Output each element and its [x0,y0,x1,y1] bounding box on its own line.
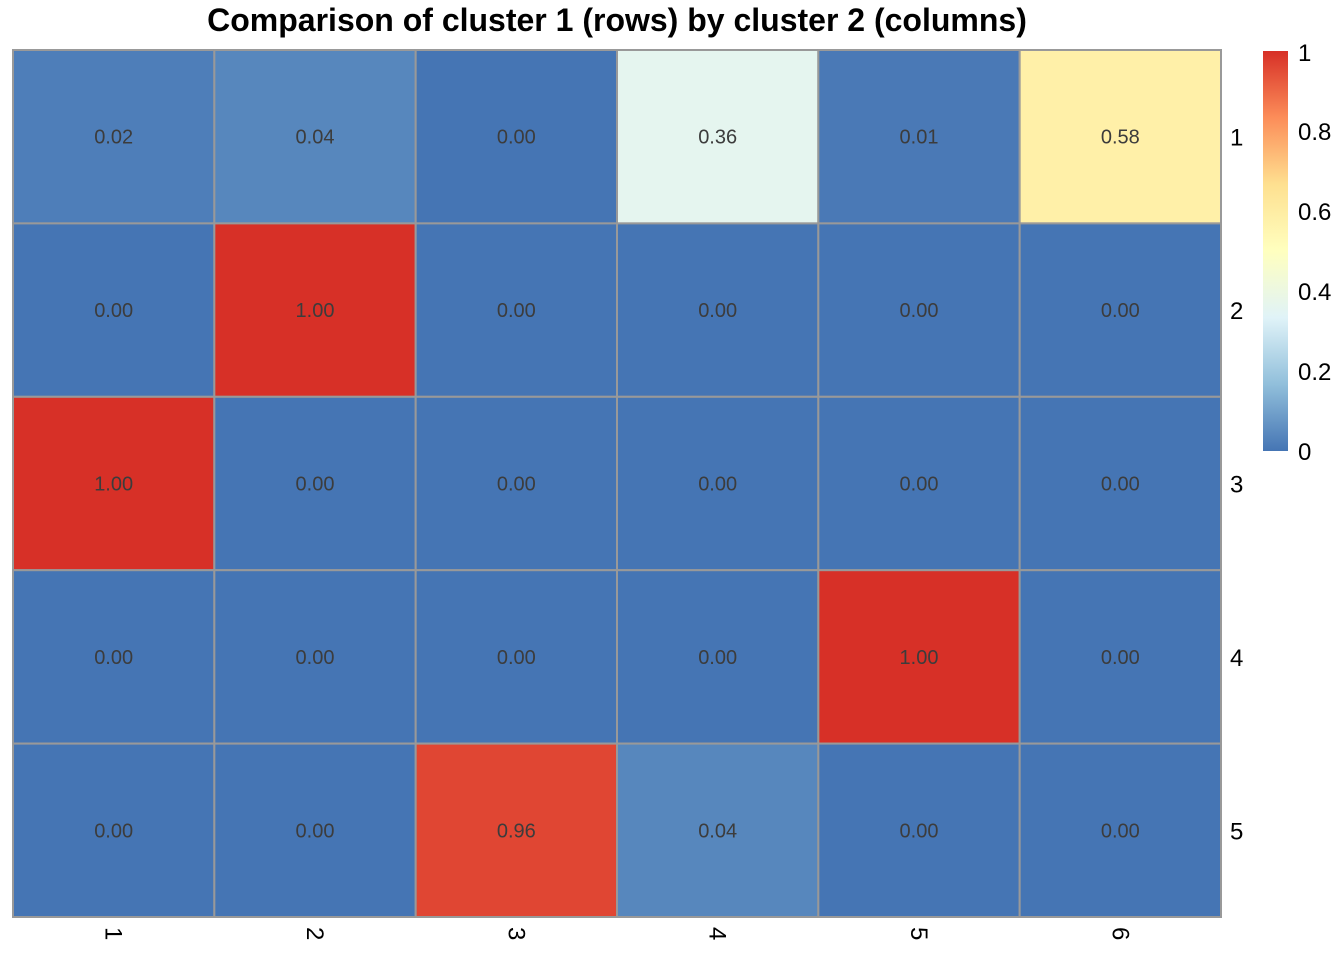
cell-value-label: 0.00 [1101,820,1140,842]
cell-value-label: 0.04 [698,820,737,842]
row-label: 1 [1230,125,1243,152]
cell-value-label: 0.58 [1101,127,1140,149]
legend-tick-label: 0.6 [1298,199,1331,226]
heatmap-cells [12,49,1223,918]
chart-title: Comparison of cluster 1 (rows) by cluste… [207,2,1027,38]
heatmap-cell-r1-c6 [1018,49,1223,225]
column-label: 4 [704,927,731,940]
row-label: 5 [1230,818,1243,845]
heatmap-cell-r5-c1 [12,742,216,918]
legend-tick-label: 0.2 [1298,359,1331,386]
cell-value-label: 1.00 [900,647,939,669]
heatmap-cell-r4-c3 [414,569,618,745]
cell-value-label: 0.02 [94,127,133,149]
heatmap-cell-r2-c6 [1018,222,1223,398]
row-label: 3 [1230,472,1243,499]
legend-tick-label: 1 [1298,40,1311,67]
heatmap-cell-r2-c2 [213,222,417,398]
column-label: 5 [905,927,932,940]
row-axis: 1 2 3 4 5 [1230,125,1243,846]
column-label: 6 [1106,927,1133,940]
cell-value-label: 0.00 [698,647,737,669]
heatmap-cell-r2-c4 [616,222,820,398]
cell-value-label: 0.01 [900,127,939,149]
cell-value-label: 0.00 [1101,647,1140,669]
column-axis: 1 2 3 4 5 6 [100,927,1134,940]
heatmap-cell-r1-c3 [414,49,618,225]
cell-value-label: 0.00 [698,474,737,496]
legend-tick-label: 0.4 [1298,279,1331,306]
heatmap-cell-r5-c6 [1018,742,1223,918]
cell-value-label: 0.00 [94,820,133,842]
cell-value-label: 0.00 [698,300,737,322]
heatmap-cell-r3-c3 [414,395,618,572]
heatmap-cell-r3-c4 [616,395,820,572]
heatmap-cell-r1-c2 [213,49,417,225]
cell-value-label: 1.00 [94,474,133,496]
cell-value-labels: 0.02 0.04 0.00 0.36 0.01 0.58 0.00 1.00 0.00 0.00… [94,127,1140,843]
heatmap-cell-r4-c6 [1018,569,1223,745]
cell-value-label: 0.00 [900,300,939,322]
column-label: 3 [502,927,529,940]
cell-value-label: 0.04 [296,127,335,149]
heatmap-cell-r4-c2 [213,569,417,745]
cell-value-label: 0.00 [296,474,335,496]
legend-color-bar [1263,51,1288,451]
row-label: 4 [1230,645,1243,672]
cell-value-label: 0.96 [497,820,536,842]
legend-tick-label: 0 [1298,439,1311,466]
cell-value-label: 0.00 [497,474,536,496]
heatmap-cell-r5-c3 [414,742,618,918]
cell-value-label: 0.36 [698,127,737,149]
heatmap-cell-r5-c4 [616,742,820,918]
column-label: 1 [100,927,127,940]
heatmap-cell-r1-c4 [616,49,820,225]
legend-tick-label: 0.8 [1298,119,1331,146]
heatmap-cell-r1-c5 [817,49,1021,225]
heatmap-cell-r5-c5 [817,742,1021,918]
cell-value-label: 0.00 [497,647,536,669]
heatmap-cell-r4-c1 [12,569,216,745]
heatmap-cell-r3-c6 [1018,395,1223,572]
cell-value-label: 0.00 [94,300,133,322]
cell-value-label: 1.00 [296,300,335,322]
heatmap-cell-r3-c2 [213,395,417,572]
cell-value-label: 0.00 [1101,474,1140,496]
cell-value-label: 0.00 [1101,300,1140,322]
cell-value-label: 0.00 [296,647,335,669]
color-legend: 0 0.2 0.4 0.6 0.8 1 [1263,40,1331,466]
cell-value-label: 0.00 [497,300,536,322]
heatmap-cell-r3-c5 [817,395,1021,572]
heatmap-cell-r4-c4 [616,569,820,745]
cell-value-label: 0.00 [900,474,939,496]
heatmap-cell-r4-c5 [817,569,1021,745]
cell-value-label: 0.00 [94,647,133,669]
row-label: 2 [1230,298,1243,325]
column-label: 2 [301,927,328,940]
heatmap-cell-r1-c1 [12,49,216,225]
cell-value-label: 0.00 [497,127,536,149]
cell-value-label: 0.00 [900,820,939,842]
cell-value-label: 0.00 [296,820,335,842]
heatmap-cell-r3-c1 [12,395,216,572]
